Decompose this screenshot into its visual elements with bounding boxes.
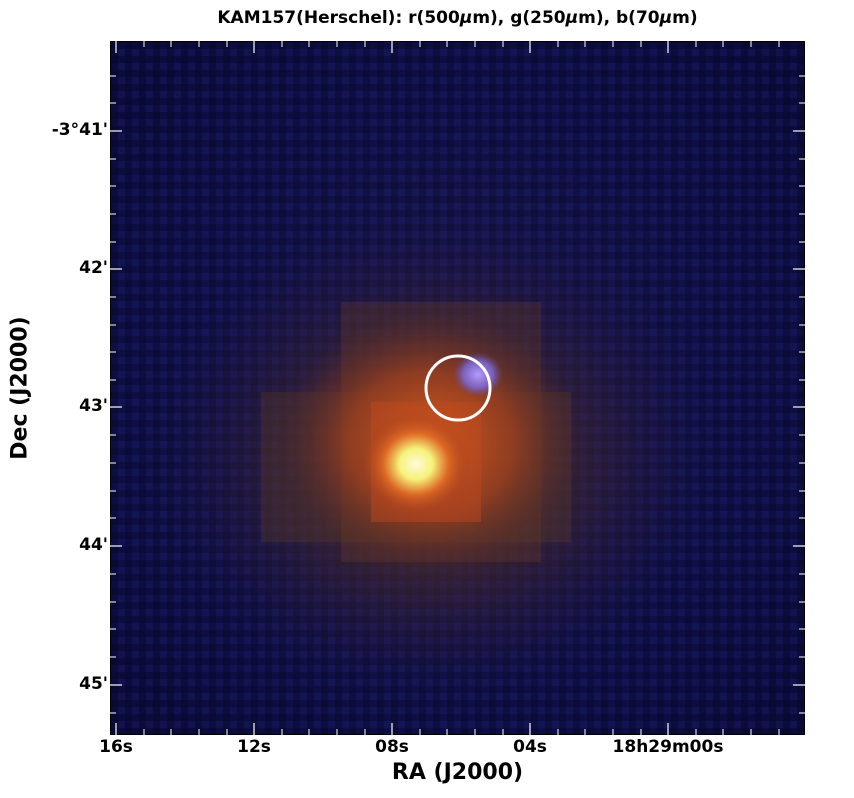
target-marker xyxy=(111,42,805,735)
y-tick-label: -3°41' xyxy=(52,120,108,140)
x-tick-label: 04s xyxy=(513,737,547,757)
sky-image xyxy=(110,41,805,735)
y-axis-label: Dec (J2000) xyxy=(8,316,33,459)
y-tick-label: 45' xyxy=(79,674,108,694)
x-tick-label: 16s xyxy=(99,737,133,757)
x-axis-label: RA (J2000) xyxy=(110,760,805,785)
x-tick-label: 08s xyxy=(375,737,409,757)
y-tick-label: 43' xyxy=(79,396,108,416)
x-tick-label: 18h29m00s xyxy=(613,737,724,757)
y-tick-label: 44' xyxy=(79,535,108,555)
y-tick-label: 42' xyxy=(79,258,108,278)
circle-marker-icon xyxy=(426,356,490,420)
x-tick-label: 12s xyxy=(237,737,271,757)
plot-title: KAM157(Herschel): r(500μm), g(250μm), b(… xyxy=(110,8,805,28)
